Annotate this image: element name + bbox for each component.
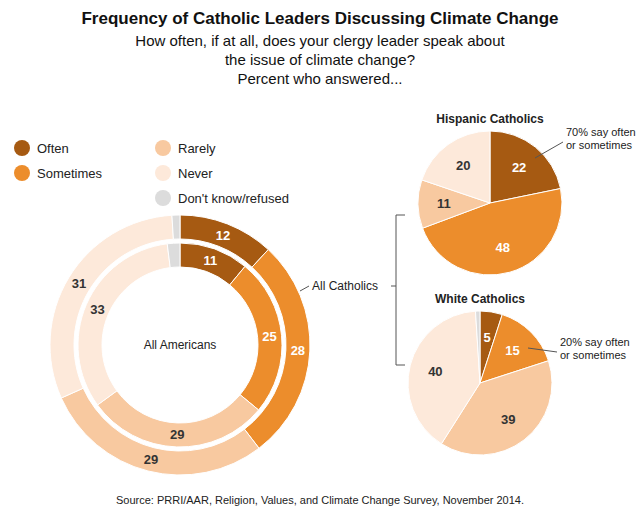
svg-text:Often: Often bbox=[37, 141, 69, 156]
svg-text:20% say often: 20% say often bbox=[560, 336, 630, 348]
svg-text:15: 15 bbox=[505, 343, 519, 358]
svg-text:How often, if at all, does you: How often, if at all, does your clergy l… bbox=[135, 32, 505, 49]
svg-text:11: 11 bbox=[204, 253, 218, 268]
svg-text:22: 22 bbox=[512, 160, 526, 175]
svg-text:or sometimes: or sometimes bbox=[566, 139, 632, 151]
svg-text:25: 25 bbox=[262, 329, 276, 344]
svg-text:All Catholics: All Catholics bbox=[312, 279, 378, 293]
svg-text:All Americans: All Americans bbox=[144, 338, 217, 352]
svg-text:33: 33 bbox=[90, 302, 104, 317]
svg-text:20: 20 bbox=[456, 158, 470, 173]
svg-text:or sometimes: or sometimes bbox=[560, 349, 627, 361]
svg-text:Frequency of Catholic Leaders: Frequency of Catholic Leaders Discussing… bbox=[81, 9, 558, 28]
svg-text:40: 40 bbox=[428, 364, 442, 379]
svg-text:5: 5 bbox=[484, 330, 491, 345]
svg-text:31: 31 bbox=[72, 276, 86, 291]
svg-text:Rarely: Rarely bbox=[178, 141, 216, 156]
svg-text:White Catholics: White Catholics bbox=[435, 292, 525, 306]
svg-text:28: 28 bbox=[291, 343, 305, 358]
svg-text:Hispanic Catholics: Hispanic Catholics bbox=[436, 112, 544, 126]
svg-text:39: 39 bbox=[501, 412, 515, 427]
svg-text:48: 48 bbox=[495, 240, 509, 255]
svg-text:Percent who answered...: Percent who answered... bbox=[237, 70, 402, 87]
svg-text:Never: Never bbox=[178, 166, 213, 181]
svg-text:Source: PRRI/AAR, Religion, Va: Source: PRRI/AAR, Religion, Values, and … bbox=[116, 494, 524, 506]
svg-text:12: 12 bbox=[216, 228, 230, 243]
svg-text:70% say often: 70% say often bbox=[566, 126, 632, 138]
svg-text:the issue of climate change?: the issue of climate change? bbox=[225, 51, 415, 68]
svg-text:29: 29 bbox=[144, 452, 158, 467]
svg-text:Sometimes: Sometimes bbox=[37, 166, 103, 181]
svg-text:Don't know/refused: Don't know/refused bbox=[178, 191, 289, 206]
svg-text:11: 11 bbox=[437, 196, 451, 211]
svg-text:29: 29 bbox=[170, 427, 184, 442]
